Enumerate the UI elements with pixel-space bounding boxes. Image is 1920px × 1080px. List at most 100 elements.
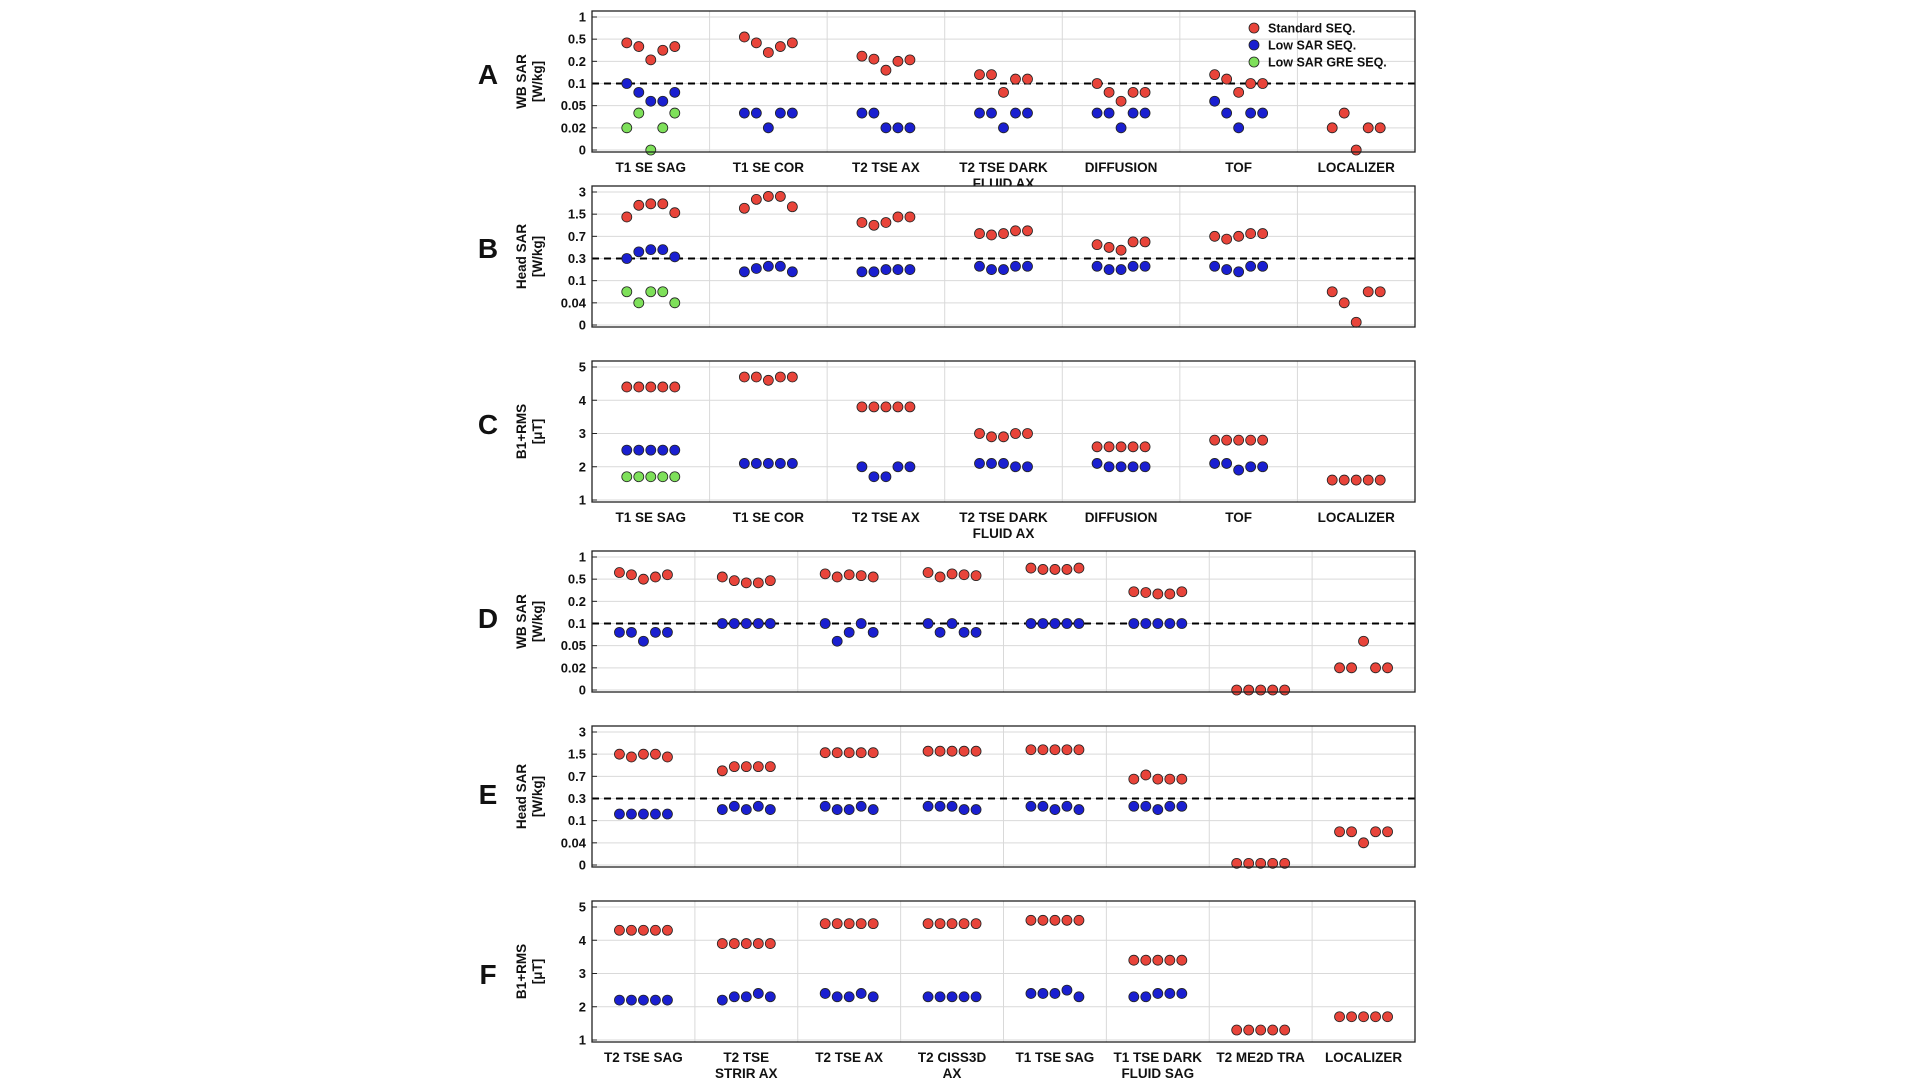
panel-B-point-low_sar_gre: [657, 286, 669, 298]
panel-F-point-standard: [650, 924, 661, 936]
panel-E-tick-label-y: 0.3: [568, 791, 586, 806]
panel-F-point-standard: [1128, 954, 1140, 966]
panel-D-point-low_sar: [764, 618, 776, 629]
panel-E-point-standard: [740, 761, 752, 773]
panel-B-point-standard: [1362, 286, 1374, 298]
panel-B-ylabel-line: Head SAR: [514, 224, 529, 290]
panel-B-point-low_sar: [1209, 260, 1221, 272]
panel-E-ylabel-line: [W/kg]: [530, 776, 545, 817]
panel-D-point-standard: [831, 571, 843, 583]
panel-B-point-low_sar: [856, 266, 868, 278]
panel-F-point-low_sar: [958, 991, 970, 1003]
panel-B-plot-area: [592, 186, 1415, 327]
panel-A-point-low_sar: [786, 107, 798, 119]
panel-C-point-low_sar: [621, 444, 633, 456]
panel-A-ylabel: WB SAR[W/kg]: [514, 54, 545, 109]
panel-E-point-standard: [1176, 773, 1188, 785]
panel-C-point-standard: [645, 381, 657, 393]
panel-B-point-low_sar: [633, 246, 645, 258]
panel-D-point-low_sar: [1037, 618, 1049, 629]
panel-B-letter: B: [478, 233, 498, 264]
panel-E-point-low_sar: [1176, 800, 1188, 812]
panel-F-point-standard: [740, 938, 752, 949]
panel-F-point-standard: [855, 918, 867, 930]
panel-F-point-standard: [614, 924, 625, 936]
panel-B-point-standard: [1010, 225, 1021, 237]
panel-D-point-standard: [946, 568, 958, 580]
panel-B-point-low_sar: [1221, 264, 1233, 275]
panel-A-tick-label-y: 0.05: [561, 98, 586, 113]
panel-B-point-low_sar: [786, 266, 798, 278]
panel-D-point-standard: [626, 569, 637, 581]
panel-E-point-standard: [1128, 773, 1140, 785]
panel-F-category-label: T1 TSE SAG: [1016, 1050, 1095, 1065]
panel-B-point-standard: [657, 198, 669, 210]
panel-B-point-standard: [1209, 230, 1221, 242]
panel-D-point-standard: [728, 575, 740, 587]
panel-C-tick-label-y: 3: [579, 426, 586, 441]
panel-F-category-label: T1 TSE DARK: [1114, 1050, 1203, 1065]
panel-F-point-low_sar: [831, 991, 843, 1003]
panel-A-point-low_sar: [986, 107, 997, 119]
panel-A-point-low_sar: [1103, 107, 1115, 119]
panel-D-point-standard: [764, 575, 776, 587]
panel-A-point-low_sar: [1209, 95, 1221, 107]
panel-A-point-low_sar: [669, 86, 681, 98]
panel-E-point-standard: [626, 751, 637, 763]
panel-C-point-low_sar: [645, 444, 657, 456]
panel-E-point-low_sar: [638, 808, 649, 820]
panel-C-point-low_sar: [1010, 461, 1021, 473]
panel-F-point-standard: [1176, 954, 1188, 966]
panel-A-tick-label-y: 0.1: [568, 76, 586, 91]
panel-A-category-label: DIFFUSION: [1085, 160, 1158, 175]
panel-C-point-standard: [1127, 441, 1139, 453]
panel-C-tick-label-y: 4: [579, 393, 587, 408]
panel-A-point-standard: [1127, 86, 1139, 98]
panel-C-point-standard: [880, 401, 892, 413]
panel-D-tick-label-y: 0: [579, 683, 586, 698]
panel-E-point-standard: [1140, 769, 1152, 781]
panel-B-point-standard: [1103, 242, 1115, 253]
panel-B-point-low_sar_gre: [669, 297, 681, 309]
panel-F-ylabel-line: [μT]: [530, 959, 545, 985]
panel-A-point-low_sar: [998, 122, 1009, 134]
panel-D-point-low_sar: [958, 626, 970, 638]
panel-F-point-standard: [1061, 914, 1073, 926]
panel-D-point-low_sar: [614, 626, 625, 638]
panel-D-point-low_sar: [1049, 618, 1061, 629]
panel-A-point-low_sar: [1257, 107, 1269, 119]
panel-F-point-standard: [1382, 1011, 1393, 1023]
panel-D-point-low_sar: [1061, 618, 1073, 629]
panel-E-point-low_sar: [1152, 804, 1164, 815]
panel-D-point-low_sar: [1073, 618, 1085, 629]
panel-F-ylabel-line: B1+RMS: [514, 944, 529, 999]
panel-B-tick-label-y: 3: [579, 185, 586, 200]
panel-F-point-standard: [1231, 1024, 1243, 1036]
panel-B-point-low_sar: [880, 264, 892, 275]
panel-A-point-standard: [669, 41, 681, 52]
panel-A-point-standard: [1115, 95, 1127, 107]
panel-E-point-standard: [1370, 826, 1381, 838]
panel-F-point-low_sar: [922, 991, 934, 1003]
panel-E-point-standard: [1382, 826, 1393, 838]
panel-E-point-low_sar: [922, 800, 934, 812]
panel-C-ylabel: B1+RMS[μT]: [514, 404, 545, 459]
panel-A-point-low_sar_gre: [657, 122, 669, 134]
panel-A-point-standard: [1233, 86, 1245, 98]
panel-F-point-standard: [728, 938, 740, 949]
panel-A-point-standard: [1350, 144, 1362, 156]
panel-A-point-standard: [1209, 69, 1221, 81]
panel-D-letter: D: [478, 603, 498, 634]
panel-E-point-standard: [1346, 826, 1357, 838]
panel-C-point-standard: [1362, 474, 1374, 486]
panel-C-point-low_sar: [998, 458, 1009, 469]
panel-A-point-standard: [974, 69, 985, 81]
panel-F-point-standard: [946, 918, 958, 930]
panel-B-point-low_sar: [868, 266, 880, 278]
panel-E-point-low_sar: [831, 804, 843, 815]
panel-D-point-standard: [1152, 588, 1164, 600]
panel-C-point-low_sar: [904, 461, 916, 473]
panel-D-point-standard: [1128, 586, 1140, 598]
panel-F-frame: [591, 900, 1416, 1043]
panel-A-point-low_sar: [657, 95, 669, 107]
